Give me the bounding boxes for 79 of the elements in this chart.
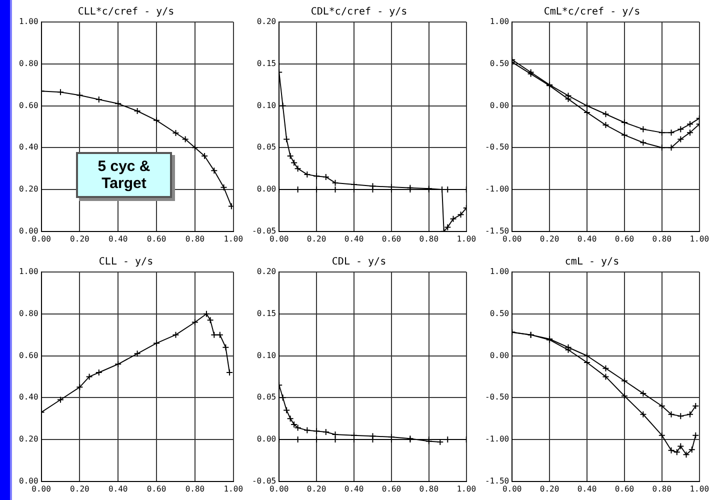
y-tick-label: -1.50 xyxy=(484,226,510,236)
y-tick-label: 0.80 xyxy=(19,58,38,68)
y-tick-label: 1.00 xyxy=(490,17,510,26)
y-tick-label: -0.05 xyxy=(252,476,276,486)
y-tick-label: 0.50 xyxy=(490,308,510,318)
y-tick-label: 0.50 xyxy=(490,58,510,68)
y-tick-label: 0.40 xyxy=(19,392,38,402)
y-tick-label: -0.05 xyxy=(252,226,276,236)
y-tick-label: 1.00 xyxy=(19,267,38,276)
y-tick-label: 0.20 xyxy=(19,184,38,194)
y-tick-label: -1.00 xyxy=(484,184,510,194)
x-tick-label: 0.60 xyxy=(614,234,634,244)
x-tick-label: 0.80 xyxy=(652,234,672,244)
x-tick-label: 1.00 xyxy=(690,234,710,244)
annotation: 5 cyc & Target xyxy=(76,152,172,198)
x-tick-label: 0.80 xyxy=(419,234,439,244)
x-tick-label: 0.60 xyxy=(382,234,402,244)
chart-title: CDL - y/s xyxy=(332,256,386,268)
y-tick-label: 0.15 xyxy=(256,58,276,68)
y-tick-label: 0.05 xyxy=(256,142,276,152)
x-tick-label: 0.20 xyxy=(70,484,90,494)
x-tick-label: 0.20 xyxy=(540,234,560,244)
x-tick-label: 1.00 xyxy=(224,234,244,244)
x-tick-label: 0.00 xyxy=(502,234,522,244)
y-tick-label: 0.60 xyxy=(19,100,38,110)
x-tick-label: 0.80 xyxy=(652,484,672,494)
chart-title: CmL*c/cref - y/s xyxy=(544,6,640,18)
chart-title: CLL*c/cref - y/s xyxy=(78,6,174,18)
y-tick-label: 0.15 xyxy=(256,308,276,318)
x-tick-label: 1.00 xyxy=(224,484,244,494)
x-tick-label: 0.60 xyxy=(382,484,402,494)
x-tick-label: 0.40 xyxy=(344,234,364,244)
y-tick-label: 1.00 xyxy=(490,267,510,276)
chart-title: CLL - y/s xyxy=(98,256,154,268)
x-tick-label: 0.40 xyxy=(108,234,128,244)
y-tick-label: 0.00 xyxy=(256,434,276,444)
x-tick-label: 0.20 xyxy=(70,234,90,244)
y-tick-label: 0.40 xyxy=(19,142,38,152)
x-tick-label: 0.80 xyxy=(185,484,205,494)
x-tick-label: 1.00 xyxy=(456,484,476,494)
x-tick-label: 0.00 xyxy=(32,234,52,244)
y-tick-label: -1.00 xyxy=(484,434,510,444)
x-tick-label: 0.40 xyxy=(577,484,597,494)
x-tick-label: 0.40 xyxy=(108,484,128,494)
chart-title: cmL - y/s xyxy=(564,256,620,268)
x-tick-label: 0.00 xyxy=(269,234,289,244)
x-tick-label: 0.60 xyxy=(614,484,634,494)
y-tick-label: 0.00 xyxy=(490,100,510,110)
y-tick-label: 0.00 xyxy=(490,350,510,360)
y-tick-label: 0.10 xyxy=(256,350,276,360)
y-tick-label: -1.50 xyxy=(484,476,510,486)
x-tick-label: 0.60 xyxy=(146,234,166,244)
x-tick-label: 1.00 xyxy=(690,484,710,494)
x-tick-label: 1.00 xyxy=(456,234,476,244)
y-tick-label: -0.50 xyxy=(484,392,510,402)
y-tick-label: 0.00 xyxy=(19,226,38,236)
y-tick-label: 0.10 xyxy=(256,100,276,110)
x-tick-label: 0.20 xyxy=(306,234,326,244)
x-tick-label: 0.20 xyxy=(540,484,560,494)
x-tick-label: 0.00 xyxy=(32,484,52,494)
x-tick-label: 0.40 xyxy=(577,234,597,244)
y-tick-label: 0.80 xyxy=(19,308,38,318)
y-tick-label: 0.00 xyxy=(19,476,38,486)
x-tick-label: 0.20 xyxy=(306,484,326,494)
y-tick-label: 0.20 xyxy=(256,17,276,26)
y-tick-label: 0.60 xyxy=(19,350,38,360)
y-tick-label: 0.20 xyxy=(256,267,276,276)
x-tick-label: 0.60 xyxy=(146,484,166,494)
y-tick-label: 0.05 xyxy=(256,392,276,402)
y-tick-label: 0.20 xyxy=(19,434,38,444)
chart-title: CDL*c/cref - y/s xyxy=(310,6,408,18)
y-tick-label: -0.50 xyxy=(484,142,510,152)
y-tick-label: 0.00 xyxy=(256,184,276,194)
y-tick-label: 1.00 xyxy=(19,17,38,26)
x-tick-label: 0.80 xyxy=(419,484,439,494)
x-tick-label: 0.00 xyxy=(269,484,289,494)
x-tick-label: 0.80 xyxy=(185,234,205,244)
x-tick-label: 0.40 xyxy=(344,484,364,494)
x-tick-label: 0.00 xyxy=(502,484,522,494)
